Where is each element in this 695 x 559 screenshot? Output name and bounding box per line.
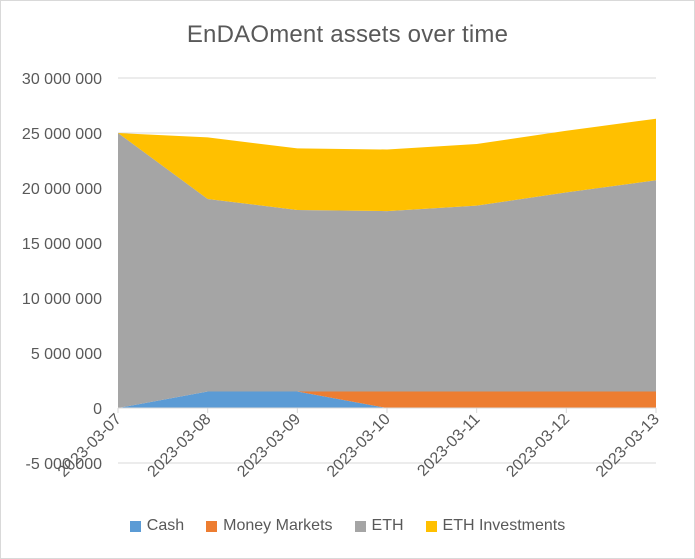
y-tick-label: 5 000 000: [31, 346, 102, 363]
y-tick-label: 0: [93, 401, 102, 418]
x-tick-label: 2023-03-11: [414, 411, 483, 480]
legend-label: Money Markets: [223, 517, 333, 534]
legend-label: Cash: [146, 517, 185, 534]
area-series-eth-investments: [118, 118, 656, 212]
y-tick-label: 10 000 000: [22, 291, 102, 308]
chart-title: EnDAOment assets over time: [186, 21, 509, 48]
legend-label: ETH: [371, 517, 404, 534]
y-tick-label: 30 000 000: [22, 71, 102, 88]
x-tick-label: 2023-03-08: [145, 411, 215, 481]
series-areas: [118, 118, 656, 408]
y-tick-labels: -5 000 000 0 5 000 000 10 000 000 15 000 000…: [22, 71, 102, 473]
x-tick-label: 2023-03-13: [593, 411, 663, 481]
x-tick-labels: 2023-03-07 2023-03-08 2023-03-09 2023-03-10…: [55, 411, 663, 481]
legend-item: Cash: [129, 517, 185, 535]
legend-item: Money Markets: [206, 517, 333, 535]
axes: [117, 407, 657, 413]
x-tick-label: 2023-03-10: [324, 411, 394, 481]
x-tick-label: 2023-03-09: [234, 411, 304, 481]
legend-swatch: [129, 520, 141, 532]
legend-item: ETH Investments: [425, 517, 566, 535]
legend-label: ETH Investments: [442, 517, 566, 534]
y-tick-label: 25 000 000: [22, 126, 102, 143]
y-tick-label: 15 000 000: [22, 236, 102, 253]
legend: Cash Money Markets ETH ETH Investments: [1, 517, 694, 535]
y-tick-label: -5 000 000: [25, 456, 102, 473]
legend-item: ETH: [354, 517, 404, 535]
legend-swatch: [354, 520, 366, 532]
area-series-eth: [118, 133, 656, 408]
y-tick-label: 20 000 000: [22, 181, 102, 198]
legend-swatch: [206, 520, 218, 532]
area-series-cash: [118, 391, 656, 408]
legend-swatch: [425, 520, 437, 532]
area-series-money-markets: [118, 391, 656, 408]
x-tick-label: 2023-03-12: [503, 411, 573, 481]
